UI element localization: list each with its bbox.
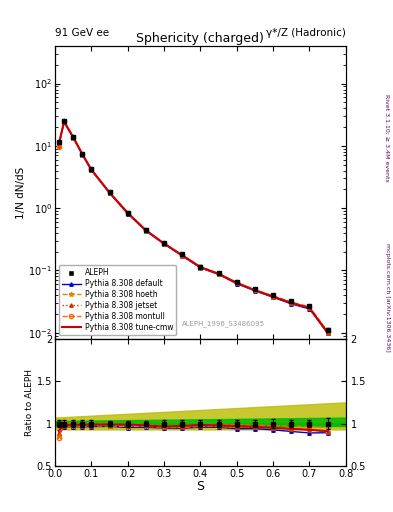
X-axis label: S: S <box>196 480 204 493</box>
Text: 91 GeV ee: 91 GeV ee <box>55 28 109 38</box>
Y-axis label: 1/N dN/dS: 1/N dN/dS <box>16 166 26 219</box>
Title: Sphericity (charged): Sphericity (charged) <box>136 32 264 45</box>
Text: γ*/Z (Hadronic): γ*/Z (Hadronic) <box>266 28 346 38</box>
Text: mcplots.cern.ch [arXiv:1306.3436]: mcplots.cern.ch [arXiv:1306.3436] <box>385 243 389 351</box>
Text: Rivet 3.1.10; ≥ 3.4M events: Rivet 3.1.10; ≥ 3.4M events <box>385 94 389 182</box>
Legend: ALEPH, Pythia 8.308 default, Pythia 8.308 hoeth, Pythia 8.308 jetset, Pythia 8.3: ALEPH, Pythia 8.308 default, Pythia 8.30… <box>59 265 176 335</box>
Text: ALEPH_1996_S3486095: ALEPH_1996_S3486095 <box>182 320 265 327</box>
Y-axis label: Ratio to ALEPH: Ratio to ALEPH <box>25 369 34 436</box>
